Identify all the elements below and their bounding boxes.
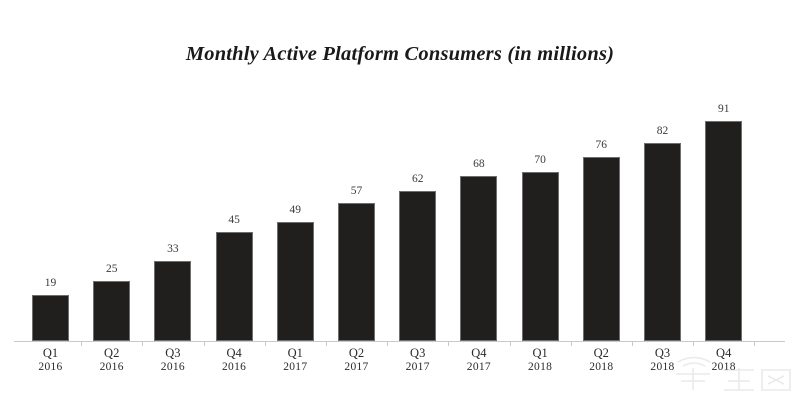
x-tick-quarter: Q2 — [104, 346, 120, 360]
bar-value-label: 76 — [595, 139, 608, 152]
x-tick-quarter: Q3 — [165, 346, 181, 360]
axis-tick-mark — [754, 341, 756, 346]
x-tick-quarter: Q4 — [471, 346, 487, 360]
axis-tick-mark — [693, 341, 695, 346]
x-axis-line — [14, 341, 785, 342]
x-tick-label: Q1 2018 — [508, 346, 572, 374]
axis-tick-mark — [387, 341, 389, 346]
axis-tick-mark — [570, 341, 572, 346]
bar — [338, 203, 375, 341]
axis-tick-mark — [203, 341, 205, 346]
x-tick-year: 2018 — [589, 361, 614, 373]
axis-tick-mark — [81, 341, 83, 346]
bar — [705, 120, 743, 341]
bar-value-label: 82 — [656, 124, 669, 137]
x-tick-year: 2017 — [405, 361, 430, 373]
x-tick-year: 2017 — [344, 361, 369, 373]
x-tick-label: Q2 2017 — [325, 346, 389, 374]
bar — [32, 295, 69, 341]
bar — [521, 171, 559, 341]
chart-title: Monthly Active Platform Consumers (in mi… — [185, 43, 615, 65]
axis-tick-mark — [509, 341, 511, 346]
axis-tick-mark — [325, 341, 327, 346]
x-tick-label: Q4 2016 — [202, 346, 266, 374]
bar-value-label: 70 — [534, 153, 546, 166]
x-tick-label: Q2 2016 — [80, 346, 144, 374]
axis-tick-mark — [448, 341, 450, 346]
bar-value-label: 45 — [228, 214, 240, 227]
bar-value-label: 33 — [167, 243, 179, 256]
x-tick-quarter: Q3 — [410, 346, 426, 360]
x-tick-quarter: Q1 — [42, 346, 59, 360]
bar-value-label: 68 — [473, 158, 485, 171]
x-tick-label: Q3 2018 — [631, 346, 695, 374]
x-tick-quarter: Q1 — [287, 346, 303, 360]
x-tick-year: 2018 — [711, 361, 736, 373]
x-tick-label: Q1 2016 — [19, 346, 83, 374]
x-tick-quarter: Q3 — [654, 346, 671, 360]
x-tick-year: 2017 — [466, 361, 491, 373]
x-tick-quarter: Q2 — [348, 346, 365, 360]
x-tick-label: Q1 2017 — [263, 346, 327, 374]
x-tick-label: Q3 2016 — [141, 346, 205, 374]
x-tick-quarter: Q2 — [593, 346, 609, 360]
bar — [399, 190, 437, 341]
x-tick-label: Q4 2018 — [692, 346, 756, 374]
bar-value-label: 91 — [717, 102, 730, 115]
bar-value-label: 57 — [350, 185, 363, 198]
x-tick-quarter: Q1 — [532, 346, 548, 360]
x-tick-year: 2016 — [160, 361, 185, 373]
x-tick-label: Q4 2017 — [447, 346, 511, 374]
x-tick-quarter: Q4 — [226, 346, 242, 360]
bar — [215, 232, 253, 341]
bar-value-label: 49 — [289, 204, 302, 217]
bar-value-label: 19 — [44, 277, 57, 290]
bar — [93, 280, 131, 341]
bar — [154, 261, 192, 341]
x-tick-year: 2018 — [650, 361, 675, 373]
x-tick-year: 2016 — [99, 361, 124, 373]
bar — [644, 142, 681, 341]
x-tick-label: Q3 2017 — [386, 346, 450, 374]
x-tick-label: Q2 2018 — [569, 346, 633, 374]
x-tick-year: 2018 — [527, 361, 553, 373]
axis-tick-mark — [142, 341, 144, 346]
x-tick-quarter: Q4 — [716, 346, 732, 360]
x-tick-year: 2016 — [38, 361, 63, 373]
bar — [460, 176, 498, 341]
bar-value-label: 25 — [105, 262, 118, 275]
bar — [582, 157, 620, 341]
x-tick-year: 2017 — [283, 361, 308, 373]
bar-value-label: 62 — [411, 172, 424, 185]
x-tick-year: 2016 — [221, 361, 247, 373]
axis-tick-mark — [264, 341, 266, 346]
axis-tick-mark — [631, 341, 633, 346]
bar — [276, 222, 314, 341]
